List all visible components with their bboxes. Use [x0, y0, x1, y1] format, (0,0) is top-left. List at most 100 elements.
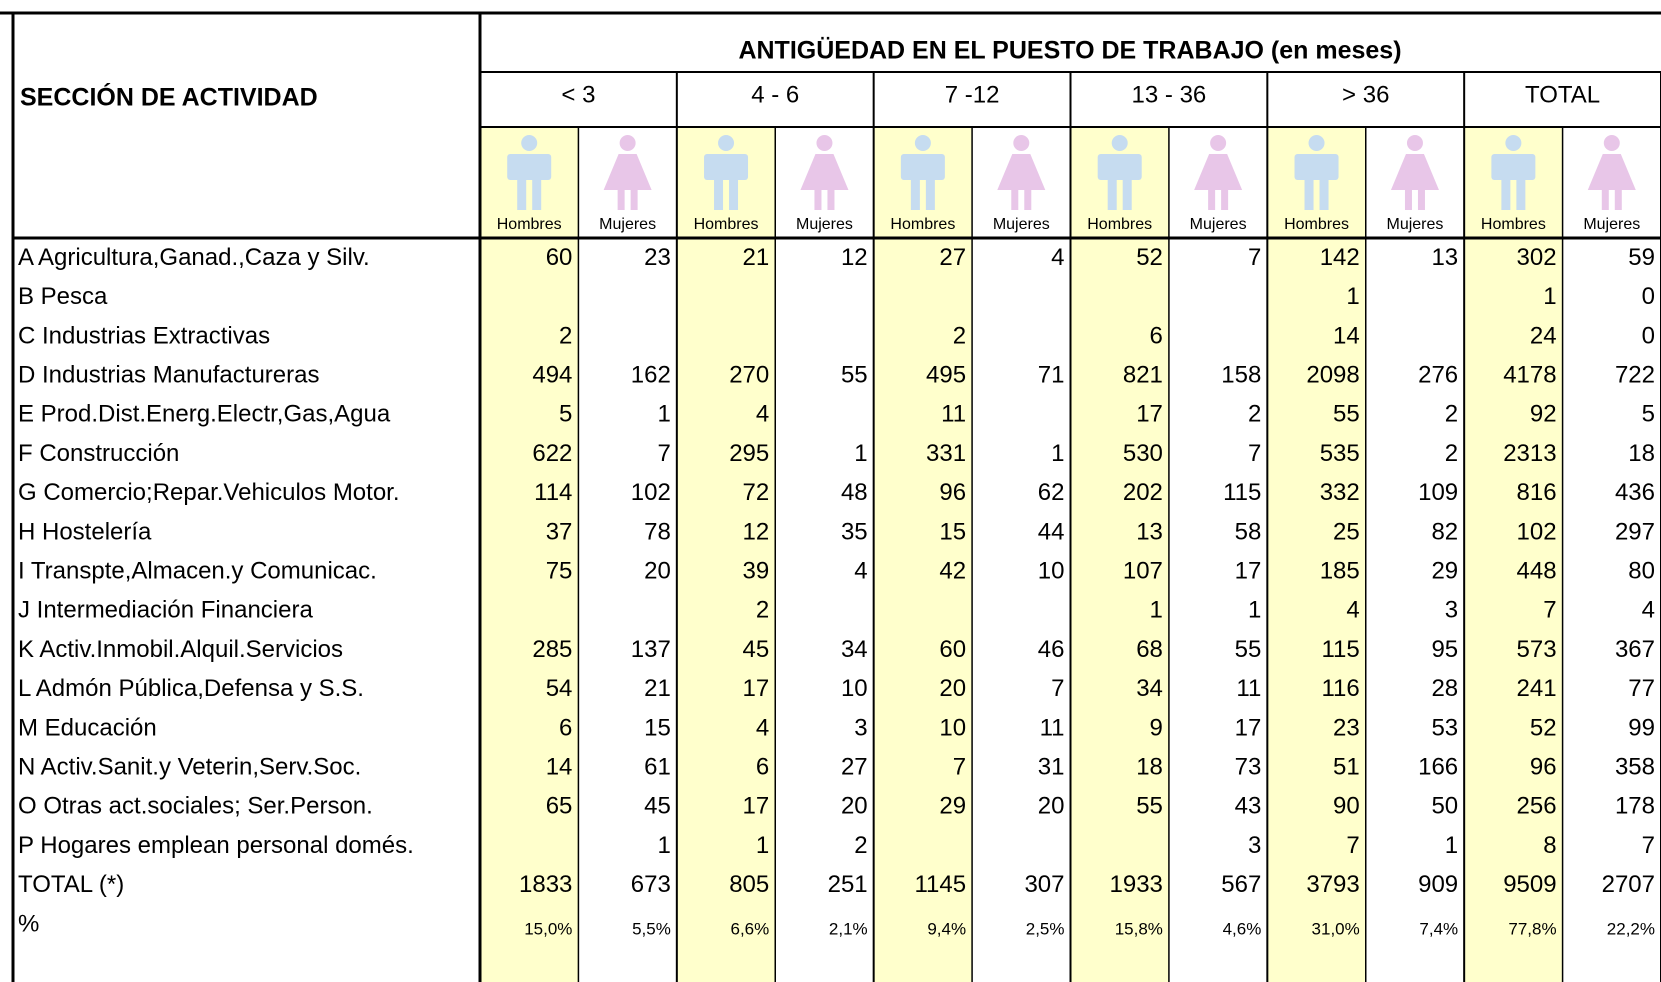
cell-value: 28: [1431, 675, 1458, 702]
gender-label: Mujeres: [1387, 216, 1444, 233]
cell-value: 7: [1248, 244, 1261, 271]
cell-value: 60: [546, 244, 573, 271]
cell-value: 285: [532, 636, 572, 663]
cell-value: 34: [1136, 675, 1163, 702]
cell-value: 2098: [1306, 362, 1359, 389]
cell-value: 10: [1038, 558, 1065, 585]
cell-value: 31: [1038, 754, 1065, 781]
cell-value: 3: [1445, 597, 1458, 624]
woman-icon-head: [816, 135, 833, 151]
cell-value: 276: [1418, 362, 1458, 389]
cell-value: 1: [854, 440, 867, 467]
cell-value: 573: [1517, 636, 1557, 663]
row-label: K Activ.Inmobil.Alquil.Servicios: [18, 636, 343, 663]
man-icon-head: [1111, 135, 1128, 151]
cell-value: 1933: [1110, 871, 1163, 898]
group-header: 13 - 36: [1132, 81, 1207, 108]
man-icon-leg: [1107, 176, 1117, 210]
man-icon-leg: [910, 176, 920, 210]
cell-value: 68: [1136, 636, 1163, 663]
cell-value: 27: [841, 754, 868, 781]
cell-value: 297: [1615, 518, 1655, 545]
cell-value: 71: [1038, 362, 1065, 389]
cell-value: 3: [854, 714, 867, 741]
cell-value: 82: [1431, 518, 1458, 545]
cell-value: 567: [1221, 871, 1261, 898]
cell-value: 0: [1642, 283, 1655, 310]
cell-value: 185: [1320, 558, 1360, 585]
cell-value: 107: [1123, 558, 1163, 585]
cell-value: 99: [1628, 714, 1655, 741]
cell-value: 7: [1642, 832, 1655, 859]
cell-value: 241: [1517, 675, 1557, 702]
cell-value: 256: [1517, 793, 1557, 820]
gender-label: Mujeres: [1583, 216, 1640, 233]
man-icon-body: [900, 154, 945, 180]
cell-value: 2: [854, 832, 867, 859]
cell-value: 20: [644, 558, 671, 585]
cell-value: 20: [939, 675, 966, 702]
cell-value: 15,8%: [1115, 919, 1163, 938]
gender-label: Hombres: [694, 216, 759, 233]
cell-value: 202: [1123, 479, 1163, 506]
cell-value: 1: [657, 832, 670, 859]
cell-value: 17: [743, 793, 770, 820]
cell-value: 37: [546, 518, 573, 545]
cell-value: 5: [559, 401, 572, 428]
woman-icon-dress: [603, 154, 652, 190]
row-label: A Agricultura,Ganad.,Caza y Silv.: [18, 244, 370, 271]
woman-icon-leg: [1221, 188, 1229, 210]
cell-value: 77: [1628, 675, 1655, 702]
row-label: O Otras act.sociales; Ser.Person.: [18, 793, 373, 820]
cell-value: 3: [1248, 832, 1261, 859]
cell-value: 1: [756, 832, 769, 859]
hombres-column-bg: [1464, 127, 1563, 982]
cell-value: 55: [841, 362, 868, 389]
gender-label: Mujeres: [1190, 216, 1247, 233]
cell-value: 51: [1333, 754, 1360, 781]
cell-value: 494: [532, 362, 572, 389]
cell-value: 13: [1136, 518, 1163, 545]
cell-value: 1145: [914, 871, 966, 898]
cell-value: 821: [1123, 362, 1163, 389]
man-icon-head: [1308, 135, 1325, 151]
gender-label: Mujeres: [599, 216, 656, 233]
cell-value: 17: [1136, 401, 1163, 428]
gender-label: Hombres: [1481, 216, 1546, 233]
woman-icon-leg: [1614, 188, 1622, 210]
cell-value: 1: [1445, 832, 1458, 859]
cell-value: 7,4%: [1419, 919, 1458, 938]
cell-value: 722: [1615, 362, 1655, 389]
cell-value: 29: [939, 793, 966, 820]
hombres-column-bg: [676, 127, 776, 982]
cell-value: 448: [1517, 558, 1557, 585]
hombres-column-bg: [480, 127, 579, 982]
cell-value: 52: [1530, 714, 1557, 741]
cell-value: 4: [1642, 597, 1655, 624]
cell-value: 6: [1150, 322, 1163, 349]
woman-icon-leg: [617, 188, 625, 210]
cell-value: 5: [1642, 401, 1655, 428]
cell-value: 622: [532, 440, 572, 467]
cell-value: 80: [1628, 558, 1655, 585]
cell-value: 55: [1136, 793, 1163, 820]
section-label: SECCIÓN DE ACTIVIDAD: [20, 82, 318, 112]
woman-icon-head: [1013, 135, 1030, 151]
cell-value: 2: [953, 322, 966, 349]
cell-value: 1: [1346, 283, 1359, 310]
cell-value: 13: [1431, 244, 1458, 271]
row-label: F Construcción: [18, 440, 179, 467]
cell-value: 4: [854, 558, 867, 585]
cell-value: 7: [953, 754, 966, 781]
cell-value: 5,5%: [632, 919, 671, 938]
cell-value: 15,0%: [524, 919, 572, 938]
cell-value: 22,2%: [1607, 919, 1655, 938]
hombres-column-bg: [1267, 127, 1366, 982]
cell-value: 45: [644, 793, 671, 820]
cell-value: 43: [1235, 793, 1262, 820]
cell-value: 7: [1543, 597, 1556, 624]
cell-value: 96: [939, 479, 966, 506]
cell-value: 307: [1024, 871, 1064, 898]
cell-value: 6: [559, 714, 572, 741]
